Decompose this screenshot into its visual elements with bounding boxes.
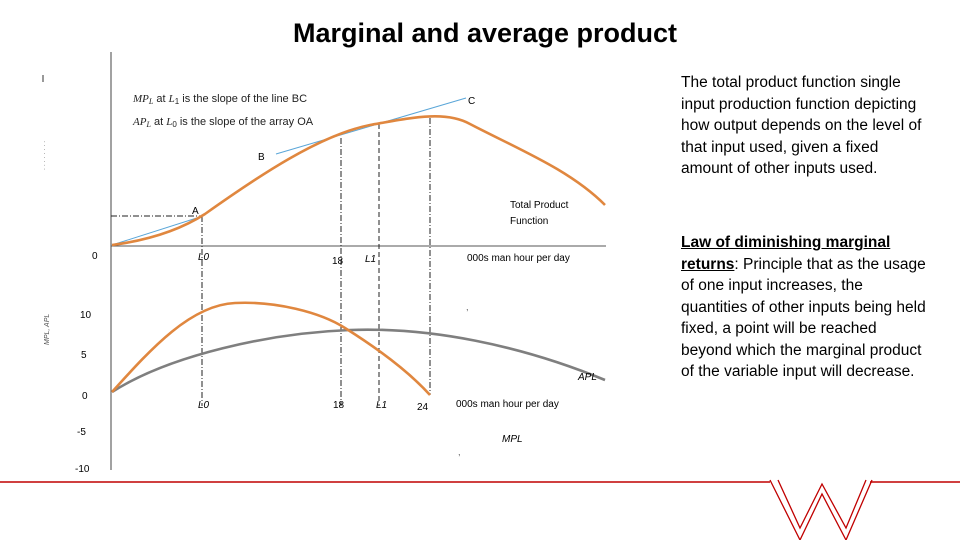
law-heading: Law of diminishing marginal — [681, 234, 891, 251]
bottom-y-axis-label: MPL, APL — [44, 314, 51, 345]
marginal-product-curve — [111, 301, 431, 396]
y-tick-minus-5: -5 — [77, 427, 86, 438]
total-product-description: The total product function single input … — [681, 74, 922, 177]
bottom-tick-l1: L1 — [376, 400, 387, 411]
production-diagram: . . . . . . . . MPL at L1 is the slope o… — [40, 52, 606, 475]
stray-mark-1: , — [466, 302, 469, 312]
page-title: Marginal and average product — [292, 18, 678, 48]
bottom-tick-18: 18 — [333, 400, 345, 411]
note-mp-symbol: MP — [132, 93, 149, 105]
point-b-label: B — [258, 152, 265, 163]
top-x-axis-label: 000s man hour per day — [467, 253, 570, 264]
top-y-axis-label: . . . . . . . . — [40, 141, 47, 170]
law-of-diminishing-returns: Law of diminishing marginal returns: Pri… — [681, 232, 931, 383]
top-tick-l0: L0 — [198, 252, 210, 263]
law-heading-returns: returns — [681, 255, 735, 273]
footer-band — [0, 479, 960, 540]
logo-w-inner-icon — [777, 479, 867, 530]
note-ap: APL at L0 is the slope of the array OA — [132, 116, 314, 129]
y-tick-0: 0 — [82, 391, 88, 402]
top-tick-18: 18 — [332, 256, 344, 267]
ray-oa — [111, 215, 204, 246]
bottom-tick-l0: L0 — [198, 400, 210, 411]
total-product-label-1: Total Product — [510, 200, 569, 211]
logo-w-icon — [769, 479, 873, 540]
point-a-label: A — [192, 206, 199, 217]
bottom-tick-24: 24 — [417, 402, 429, 413]
y-tick-minus-10: -10 — [75, 464, 90, 475]
mp-curve-label: MPL — [502, 434, 523, 445]
y-tick-5: 5 — [81, 350, 87, 361]
top-origin-label: 0 — [92, 251, 98, 262]
y-tick-10: 10 — [80, 310, 92, 321]
stray-mark-2: , — [458, 447, 461, 457]
total-product-curve — [111, 115, 606, 247]
average-product-curve — [111, 328, 606, 394]
note-mp: MPL at L1 is the slope of the line BC — [132, 93, 307, 106]
total-product-label-2: Function — [510, 216, 548, 227]
bottom-x-axis-label: 000s man hour per day — [456, 399, 559, 410]
ap-curve-label: APL — [577, 372, 597, 383]
law-body: : Principle that as the usage of one inp… — [681, 255, 926, 381]
top-tick-l1: L1 — [365, 254, 376, 265]
point-c-label: C — [468, 96, 475, 107]
